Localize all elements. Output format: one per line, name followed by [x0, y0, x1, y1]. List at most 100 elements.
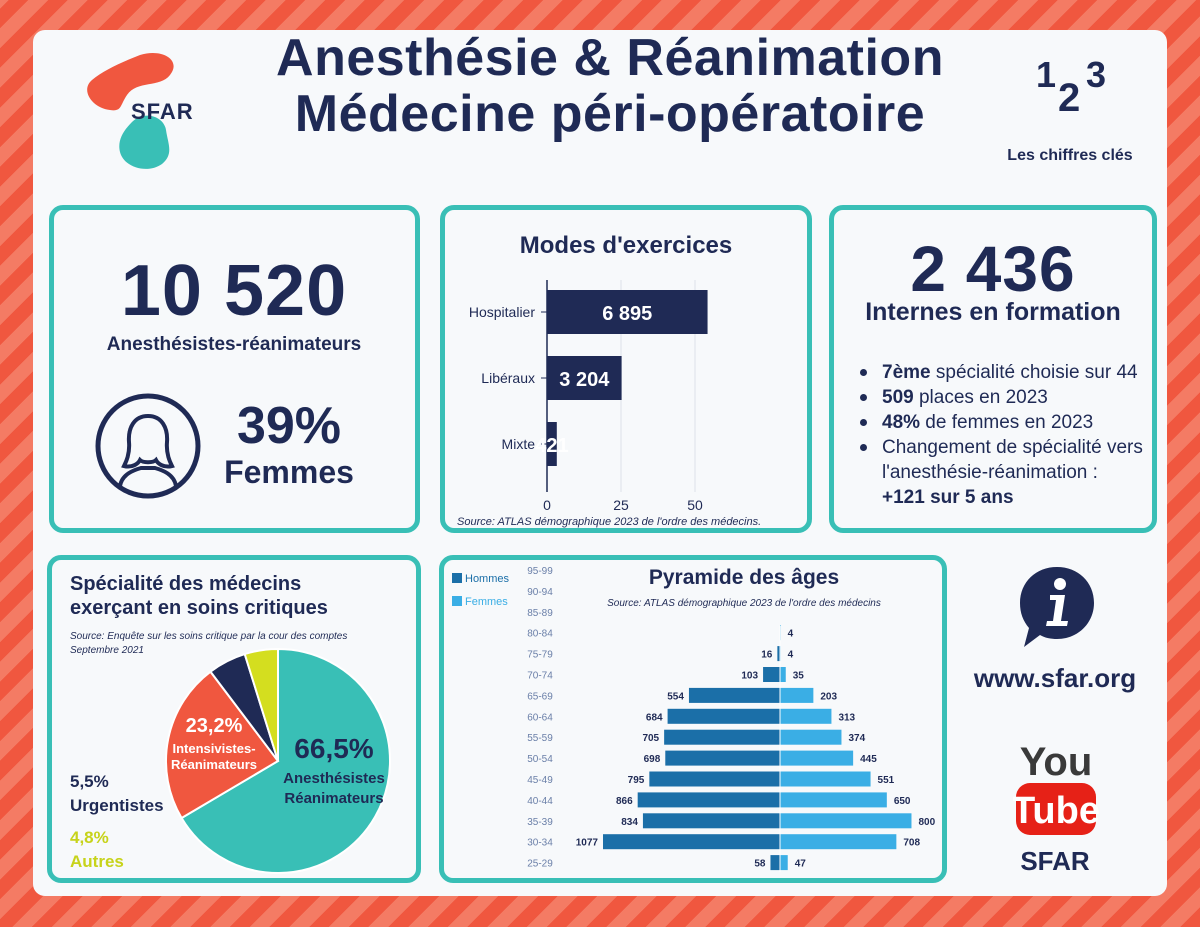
data-label-femmes: 374	[848, 733, 865, 744]
slice-name-label: Anesthésistes	[283, 770, 385, 787]
data-label-femmes: 800	[918, 817, 935, 828]
specialite-pie-chart: 66,5% Anesthésistes Réanimateurs 23,2% Inten…	[70, 647, 391, 874]
slice-name-label: Réanimateurs	[284, 790, 383, 807]
internes-label: Internes en formation	[865, 298, 1121, 326]
slice-pct-label: 23,2%	[186, 715, 243, 737]
bar-femmes	[780, 813, 912, 829]
data-label-femmes: 4	[788, 650, 794, 661]
x-tick-label: 50	[687, 497, 703, 510]
bar-hommes	[763, 667, 780, 682]
data-label-femmes: 650	[894, 796, 911, 807]
bar-hommes	[637, 792, 780, 808]
age-label: 35-39	[527, 817, 553, 828]
slice-name-label: Intensivistes-	[172, 741, 255, 756]
age-label: 95-99	[527, 566, 553, 577]
pie-slice	[180, 647, 391, 874]
age-label: 75-79	[527, 650, 553, 661]
youtube-label: SFAR	[1020, 846, 1090, 876]
modes-bar-chart: Hospitalier 6 895 Libéraux 3 204 Mixte 421 0 25…	[469, 280, 708, 510]
bar-hommes	[688, 687, 780, 703]
category-label: Hospitalier	[469, 304, 535, 320]
bar-hommes	[649, 771, 780, 787]
age-label: 30-34	[527, 838, 553, 849]
age-label: 25-29	[527, 859, 553, 870]
slice-name-label: Urgentistes	[70, 796, 164, 815]
bar-hommes	[770, 855, 780, 871]
age-label: 70-74	[527, 671, 553, 682]
specialite-title-line-2: exerçant en soins critiques	[70, 597, 328, 619]
internes-bullets: 7ème spécialité choisie sur 44 509 place…	[856, 360, 1146, 510]
total-label: Anesthésistes-réanimateurs	[106, 334, 362, 355]
digit-2: 2	[1058, 76, 1080, 115]
age-label: 55-59	[527, 733, 553, 744]
data-label-femmes: 4	[788, 629, 794, 640]
total-number: 10 520	[120, 251, 348, 331]
bullet-bold: 48%	[882, 412, 921, 433]
data-label-hommes: 684	[646, 712, 663, 723]
bar-femmes	[780, 687, 814, 703]
age-label: 40-44	[527, 796, 553, 807]
info-bubble-icon	[1020, 567, 1094, 647]
women-percent: 39%	[236, 397, 342, 455]
age-label: 65-69	[527, 691, 553, 702]
specialite-source-line-1: Source: Enquête sur les soins critique p…	[70, 631, 348, 642]
bullet-text: Changement de spécialité vers l'anesthés…	[882, 437, 1143, 483]
youtube-tube-text: Tube	[1013, 790, 1099, 832]
data-label-hommes: 795	[628, 775, 645, 786]
sfar-logo	[87, 52, 174, 169]
data-label-femmes: 203	[820, 691, 837, 702]
pie-slice	[243, 647, 279, 762]
bullet-text: de femmes en 2023	[920, 412, 1094, 433]
data-label-femmes: 47	[795, 859, 807, 870]
data-label-hommes: 1077	[576, 838, 599, 849]
data-label-femmes: 313	[838, 712, 855, 723]
website-link[interactable]: www.sfar.org	[973, 663, 1137, 693]
modes-title: Modes d'exercices	[519, 232, 733, 259]
slice-pct-label: 5,5%	[70, 772, 109, 791]
data-label-hommes: 58	[754, 859, 766, 870]
bar-femmes	[780, 708, 832, 724]
slice-pct-label: 4,8%	[70, 828, 109, 847]
data-label-femmes: 35	[793, 671, 805, 682]
data-label-hommes: 103	[741, 671, 758, 682]
chiffres-123-icon: 1 2 3	[1036, 55, 1106, 115]
bar-mixte	[547, 422, 557, 466]
slice-name-label: Autres	[70, 852, 124, 871]
bar-femmes	[780, 771, 871, 787]
specialite-title-line-1: Spécialité des médecins	[70, 573, 302, 595]
bullet-text: places en 2023	[913, 387, 1048, 408]
bar-femmes	[780, 834, 897, 850]
bar-libéraux	[547, 356, 622, 400]
pie-slice	[165, 670, 280, 820]
bar-hommes	[603, 834, 780, 850]
specialite-panel: Spécialité des médecins exerçant en soin…	[47, 555, 421, 883]
legend-label-hommes: Hommes	[465, 573, 510, 585]
bullet-bold: 509	[882, 387, 914, 408]
legend-label-femmes: Femmes	[465, 596, 508, 608]
data-label-femmes: 708	[903, 838, 920, 849]
data-label-hommes: 698	[644, 754, 661, 765]
internes-number: 2 436	[910, 233, 1076, 305]
age-label: 50-54	[527, 754, 553, 765]
x-tick-label: 0	[543, 497, 551, 510]
modes-source: Source: ATLAS démographique 2023 de l'or…	[457, 516, 762, 528]
bar-hospitalier	[547, 290, 708, 334]
age-label: 80-84	[527, 629, 553, 640]
x-tick-label: 25	[613, 497, 629, 510]
pyramide-title: Pyramide des âges	[648, 566, 840, 589]
specialite-source: Source: Enquête sur les soins critique p…	[70, 630, 410, 658]
chiffres-label: Les chiffres clés	[1007, 147, 1133, 164]
data-label: 6 895	[602, 303, 652, 325]
internes-panel: 2 436 Internes en formation 7ème spécial…	[829, 205, 1157, 533]
age-label: 60-64	[527, 712, 553, 723]
data-label-hommes: 16	[761, 650, 773, 661]
age-label: 85-89	[527, 608, 553, 619]
bullet-bold: +121 sur 5 ans	[882, 487, 1014, 508]
specialite-source-line-2: Septembre 2021	[70, 645, 144, 656]
data-label-hommes: 834	[621, 817, 638, 828]
data-label: 3 204	[559, 369, 610, 391]
youtube-logo[interactable]: You Tube	[1013, 735, 1099, 840]
bar-femmes	[780, 667, 786, 682]
bar-hommes	[777, 646, 780, 662]
bar-femmes	[780, 855, 788, 871]
